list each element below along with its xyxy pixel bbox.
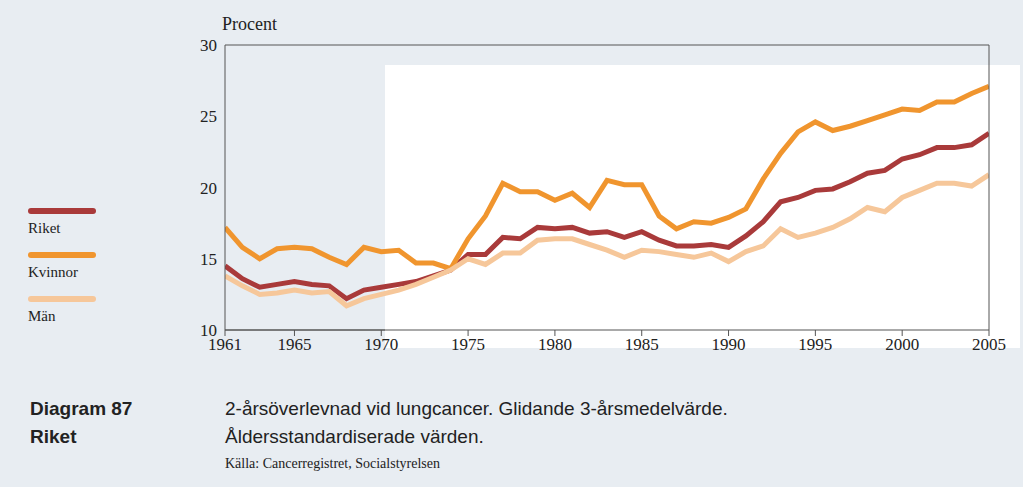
svg-text:10: 10 [200,321,217,340]
svg-text:15: 15 [200,250,217,269]
svg-text:1980: 1980 [538,335,572,354]
html-text:Män: Män [28,308,56,324]
html-text:Källa: Cancerregistret, Social: Källa: Cancerregistret, Socialstyrelsen [225,456,440,471]
svg-text:20: 20 [200,179,217,198]
svg-text:25: 25 [200,107,217,126]
svg-text:30: 30 [200,36,217,55]
html-text:2-årsöverlevnad vid lungcancer: 2-årsöverlevnad vid lungcancer. Glidande… [225,398,728,419]
svg-text:1995: 1995 [798,335,832,354]
svg-text:2005: 2005 [972,335,1006,354]
svg-text:1965: 1965 [277,335,311,354]
svg-text:1975: 1975 [451,335,485,354]
svg-text:1961: 1961 [208,335,242,355]
html-text:Riket: Riket [30,426,77,447]
svg-text:1970: 1970 [364,335,398,354]
html-text:Kvinnor: Kvinnor [28,264,78,280]
html-text:Åldersstandardiserade värden.: Åldersstandardiserade värden. [225,426,484,447]
html-text:Diagram 87: Diagram 87 [30,398,133,419]
svg-text:1990: 1990 [712,335,746,354]
html-text:Procent: Procent [222,14,277,34]
svg-text:2000: 2000 [885,335,919,354]
svg-text:1985: 1985 [625,335,659,354]
html-text:Riket: Riket [28,220,61,236]
